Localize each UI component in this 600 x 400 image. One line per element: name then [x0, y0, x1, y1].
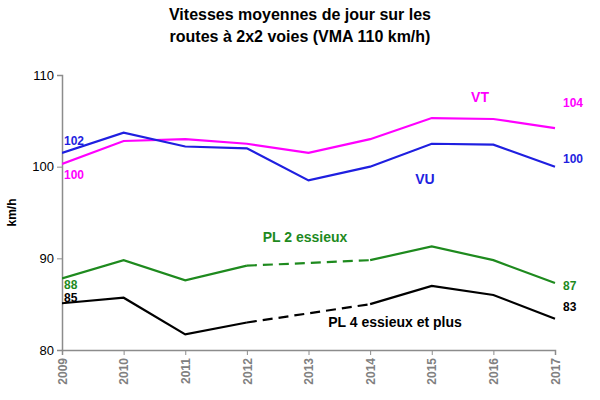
data-label: 83: [563, 300, 577, 314]
x-tick: 2015: [425, 350, 439, 385]
data-label: 100: [64, 168, 84, 182]
y-tick-mark: [57, 167, 62, 168]
y-axis: 80 90 100 110: [32, 68, 62, 358]
series-line: [370, 246, 555, 283]
data-labels: 100 104 102 100 88 87 85 83: [64, 96, 583, 314]
series-line: [62, 260, 247, 280]
x-axis-line: [63, 351, 556, 356]
x-tick-mark: [185, 350, 186, 355]
x-tick-mark: [555, 350, 556, 355]
x-tick-label: 2013: [302, 358, 316, 385]
x-tick-mark: [370, 350, 371, 355]
x-tick: 2012: [241, 350, 255, 385]
data-label: 102: [64, 134, 84, 148]
x-tick-mark: [124, 350, 125, 355]
x-tick-mark: [309, 350, 310, 355]
series-line: [62, 118, 555, 164]
data-label: 88: [64, 278, 78, 292]
x-tick: 2014: [364, 350, 378, 385]
y-axis-title: km/h: [5, 198, 19, 226]
x-tick-mark: [493, 350, 494, 355]
y-tick: 100: [32, 159, 62, 174]
x-tick-label: 2015: [425, 358, 439, 385]
x-tick-label: 2016: [487, 358, 501, 385]
x-tick: 2009: [56, 350, 70, 385]
x-tick-label: 2014: [364, 358, 378, 385]
data-label: 104: [563, 96, 583, 110]
plot-marks: [62, 118, 555, 334]
x-tick-label: 2011: [179, 358, 193, 384]
title: routes à 2x2 voies (VMA 110 km/h): [170, 28, 431, 45]
x-tick: 2010: [117, 350, 131, 385]
chart: Vitesses moyennes de jour sur les routes …: [0, 0, 600, 400]
y-tick: 110: [33, 68, 62, 83]
x-tick: 2011: [179, 350, 193, 384]
data-label: 87: [563, 279, 577, 293]
series-line: [62, 298, 247, 335]
series-gap-bridge: [247, 260, 370, 266]
y-tick-mark: [57, 258, 62, 259]
x-tick: 2013: [302, 350, 316, 385]
x-tick-mark: [432, 350, 433, 355]
x-tick-mark: [62, 350, 63, 355]
y-tick-label: 80: [40, 343, 54, 358]
x-tick-label: 2017: [549, 358, 563, 385]
y-axis-line: [57, 76, 63, 351]
y-tick-label: 110: [33, 68, 54, 83]
y-tick: 80: [40, 343, 62, 358]
series-line: [62, 133, 555, 181]
y-tick-mark: [57, 75, 62, 76]
y-tick-label: 90: [40, 251, 54, 266]
y-tick-mark: [57, 350, 62, 351]
x-tick-label: 2009: [56, 358, 70, 385]
series-label: VT: [471, 89, 489, 105]
x-tick-mark: [247, 350, 248, 355]
x-tick: 2016: [487, 350, 501, 385]
title-group: Vitesses moyennes de jour sur les routes …: [169, 6, 431, 45]
series-label: VU: [415, 171, 434, 187]
y-tick-label: 100: [32, 159, 54, 174]
x-tick-label: 2010: [117, 358, 131, 385]
x-tick-label: 2012: [241, 358, 255, 385]
x-axis: 2009 2010 2011 2012 2013 2014 2015 2016 2017: [56, 350, 563, 385]
series-labels: VT VU PL 2 essieux PL 4 essieux et plus: [263, 89, 490, 330]
x-tick: 2017: [549, 350, 563, 385]
y-tick: 90: [40, 251, 62, 266]
series-label: PL 2 essieux: [263, 229, 348, 245]
data-label: 85: [64, 291, 78, 305]
series-label: PL 4 essieux et plus: [328, 314, 462, 330]
title: Vitesses moyennes de jour sur les: [169, 6, 431, 23]
data-label: 100: [563, 152, 583, 166]
